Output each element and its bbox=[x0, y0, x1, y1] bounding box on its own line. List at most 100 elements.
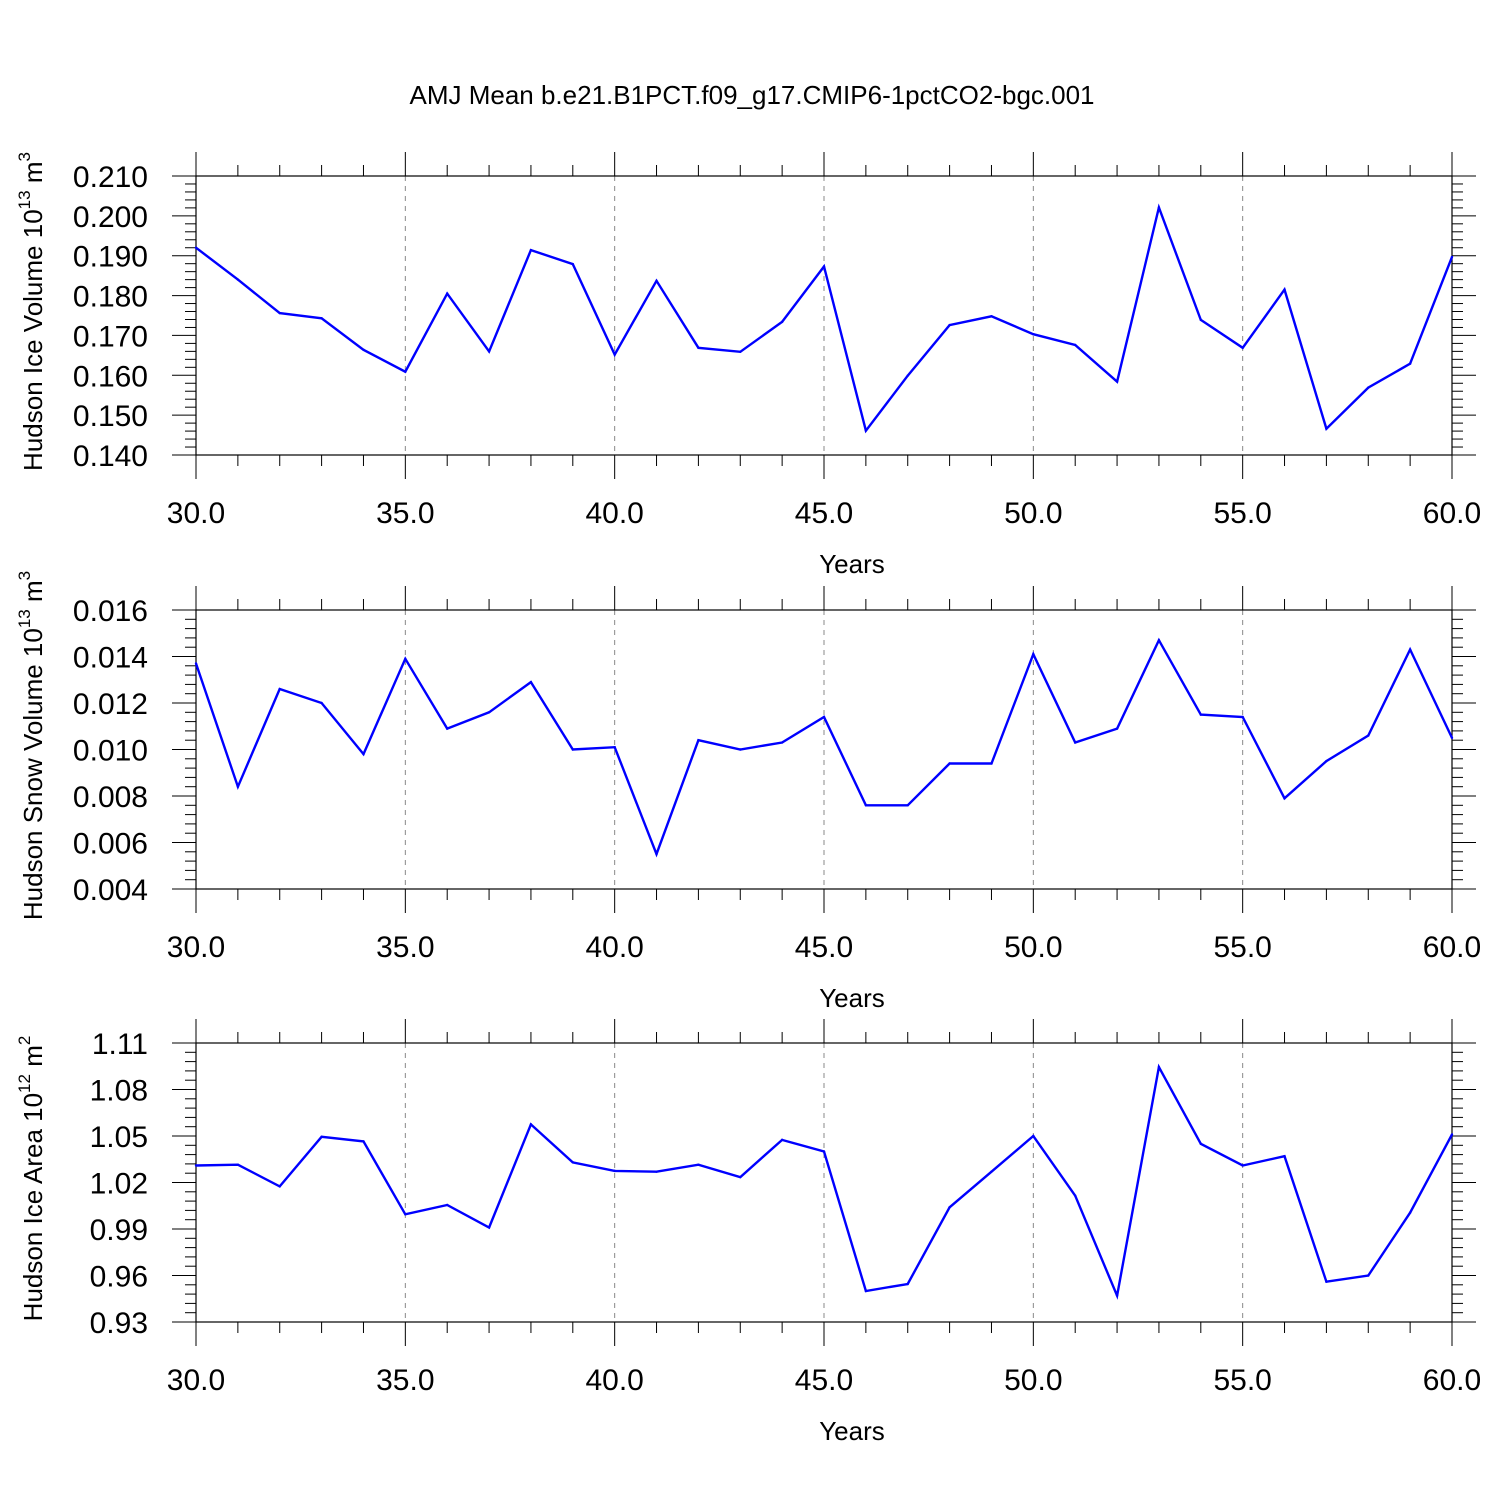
ice-volume-ytick-label-1: 0.150 bbox=[73, 400, 148, 433]
snow-volume-xtick-label-1: 35.0 bbox=[376, 931, 434, 964]
ice-volume-xtick-label-3: 45.0 bbox=[795, 497, 853, 530]
snow-volume-xtick-label-3: 45.0 bbox=[795, 931, 853, 964]
ice-area-ytick-label-2: 0.99 bbox=[90, 1214, 148, 1247]
ice-area-xtick-label-5: 55.0 bbox=[1213, 1364, 1271, 1397]
ice-area-point-29 bbox=[1408, 1211, 1412, 1214]
snow-volume-point-25 bbox=[1241, 715, 1244, 719]
ice-area-point-18 bbox=[948, 1206, 951, 1209]
ice-volume-ylabel: Hudson Ice Volume 1013 m3 bbox=[15, 152, 48, 471]
ice-area-point-14 bbox=[780, 1138, 784, 1142]
ice-volume-point-1 bbox=[236, 278, 240, 281]
ice-area-point-27 bbox=[1325, 1280, 1328, 1283]
ice-area-xlabel: Years bbox=[819, 1416, 885, 1446]
ice-area-point-10 bbox=[613, 1169, 616, 1173]
ice-volume-xlabel: Years bbox=[819, 549, 885, 579]
ice-volume-point-24 bbox=[1199, 318, 1203, 322]
snow-volume-point-8 bbox=[529, 680, 533, 684]
ice-volume-point-5 bbox=[404, 370, 407, 373]
ice-area-point-3 bbox=[320, 1135, 323, 1138]
ice-area-point-20 bbox=[1032, 1134, 1035, 1138]
snow-volume-point-11 bbox=[655, 852, 658, 856]
ice-volume-ytick-label-4: 0.180 bbox=[73, 281, 148, 314]
ice-volume-point-30 bbox=[1450, 255, 1454, 259]
snow-volume-point-4 bbox=[362, 752, 365, 756]
ice-volume-point-21 bbox=[1074, 343, 1077, 347]
snow-volume-ylabel: Hudson Snow Volume 1013 m3 bbox=[15, 571, 48, 920]
ice-area-point-28 bbox=[1367, 1274, 1370, 1277]
ice-area-xtick-label-1: 35.0 bbox=[376, 1364, 434, 1397]
ice-volume-point-2 bbox=[278, 311, 281, 315]
ice-volume-point-10 bbox=[613, 353, 616, 356]
ice-area-point-7 bbox=[487, 1226, 491, 1229]
ice-area-point-1 bbox=[236, 1163, 240, 1166]
ice-area-xtick-label-6: 60.0 bbox=[1423, 1364, 1481, 1397]
snow-volume-point-28 bbox=[1367, 734, 1370, 737]
snow-volume-point-6 bbox=[446, 727, 449, 730]
snow-volume-point-23 bbox=[1157, 639, 1161, 642]
ice-volume-point-14 bbox=[780, 320, 784, 324]
snow-volume-point-10 bbox=[613, 745, 616, 749]
ice-volume-point-25 bbox=[1241, 346, 1244, 349]
ice-volume-xtick-label-0: 30.0 bbox=[167, 497, 225, 530]
snow-volume-point-5 bbox=[404, 657, 407, 661]
ice-volume-ytick-label-0: 0.140 bbox=[73, 440, 148, 473]
ice-volume-ytick-label-2: 0.160 bbox=[73, 360, 148, 393]
ice-volume-point-26 bbox=[1283, 288, 1286, 291]
ice-volume-xtick-label-1: 35.0 bbox=[376, 497, 434, 530]
ice-volume-xtick-label-6: 60.0 bbox=[1423, 497, 1481, 530]
snow-volume-point-21 bbox=[1074, 741, 1077, 744]
snow-volume-point-0 bbox=[194, 662, 198, 665]
snow-volume-point-18 bbox=[948, 762, 951, 765]
ice-volume-ytick-label-6: 0.200 bbox=[73, 201, 148, 234]
ice-volume-ytick-label-5: 0.190 bbox=[73, 241, 148, 274]
ice-volume-point-8 bbox=[529, 248, 533, 252]
panel-ice-area: 30.0 35.0 40.0 45.0 50.0 55.0 60.0 0.93 0.96 0.99… bbox=[15, 1019, 1481, 1446]
snow-volume-point-26 bbox=[1283, 797, 1286, 800]
snow-volume-ytick-label-1: 0.006 bbox=[73, 828, 148, 861]
snow-volume-point-2 bbox=[278, 687, 281, 691]
ice-volume-point-15 bbox=[822, 265, 826, 268]
ice-area-point-24 bbox=[1199, 1142, 1203, 1145]
snow-volume-ytick-label-2: 0.008 bbox=[73, 781, 148, 814]
ice-volume-point-4 bbox=[362, 348, 365, 351]
ice-area-ytick-label-1: 0.96 bbox=[90, 1261, 148, 1294]
snow-volume-xtick-label-6: 60.0 bbox=[1423, 931, 1481, 964]
ice-area-point-11 bbox=[655, 1170, 658, 1173]
ice-area-point-6 bbox=[446, 1203, 449, 1207]
snow-volume-xtick-label-4: 50.0 bbox=[1004, 931, 1062, 964]
ice-volume-xtick-label-2: 40.0 bbox=[585, 497, 643, 530]
ice-volume-point-13 bbox=[739, 350, 742, 353]
snow-volume-point-1 bbox=[236, 785, 240, 788]
snow-volume-point-17 bbox=[906, 804, 909, 807]
ice-volume-point-9 bbox=[571, 262, 574, 266]
snow-volume-point-27 bbox=[1325, 759, 1328, 763]
ice-area-point-22 bbox=[1115, 1294, 1119, 1297]
ice-volume-point-23 bbox=[1157, 206, 1161, 209]
snow-volume-point-9 bbox=[571, 748, 574, 751]
snow-volume-point-12 bbox=[697, 739, 700, 742]
ice-area-point-16 bbox=[864, 1289, 868, 1293]
snow-volume-point-13 bbox=[739, 748, 742, 751]
panel-ice-volume: 30.0 35.0 40.0 45.0 50.0 55.0 60.0 0.140 0.150 0.… bbox=[15, 152, 1481, 579]
ice-area-ylabel: Hudson Ice Area 1012 m2 bbox=[15, 1036, 48, 1322]
ice-area-point-15 bbox=[822, 1150, 826, 1153]
ice-area-point-12 bbox=[697, 1163, 700, 1166]
snow-volume-point-22 bbox=[1115, 727, 1119, 730]
snow-volume-ytick-label-3: 0.010 bbox=[73, 735, 148, 768]
snow-volume-ytick-label-6: 0.016 bbox=[73, 595, 148, 628]
ice-volume-point-28 bbox=[1367, 386, 1370, 389]
snow-volume-point-29 bbox=[1408, 648, 1412, 651]
snow-volume-point-19 bbox=[990, 762, 993, 765]
ice-volume-point-7 bbox=[487, 350, 491, 353]
ice-volume-point-3 bbox=[320, 317, 323, 320]
snow-volume-ytick-label-4: 0.012 bbox=[73, 688, 148, 721]
ice-volume-xtick-label-4: 50.0 bbox=[1004, 497, 1062, 530]
ice-area-ytick-label-0: 0.93 bbox=[90, 1307, 148, 1340]
ice-area-xtick-label-3: 45.0 bbox=[795, 1364, 853, 1397]
ice-area-ytick-label-3: 1.02 bbox=[90, 1168, 148, 1201]
snow-volume-point-24 bbox=[1199, 713, 1203, 716]
ice-area-point-13 bbox=[739, 1175, 742, 1179]
ice-volume-point-0 bbox=[194, 246, 198, 249]
ice-area-point-5 bbox=[404, 1213, 407, 1216]
